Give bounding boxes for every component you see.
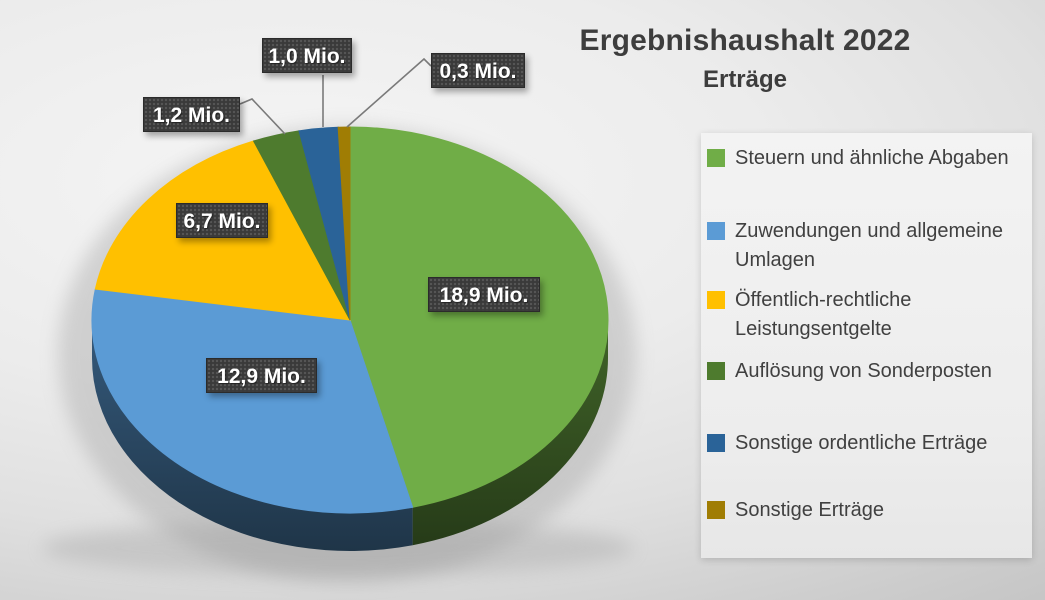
value-label-ordentliche: 1,0 Mio.	[262, 38, 352, 73]
legend-item-sonderposten: Auflösung von Sonderposten	[707, 357, 1025, 386]
legend-swatch-blue	[707, 222, 725, 240]
legend-label: Öffentlich-rechtliche Leistungsentgelte	[735, 289, 912, 340]
leader-line-5	[346, 57, 432, 128]
legend-label: Sonstige ordentliche Erträge	[735, 432, 988, 454]
chart-title: Ergebnishaushalt 2022	[579, 24, 911, 57]
pie-slice-0	[349, 126, 609, 508]
value-label-leistungsentgelte: 6,7 Mio.	[176, 203, 268, 238]
value-label-sonderposten: 1,2 Mio.	[143, 97, 240, 132]
legend-item-steuern: Steuern und ähnliche Abgaben	[707, 144, 1025, 173]
legend-panel: Steuern und ähnliche Abgaben Zuwendungen…	[701, 133, 1032, 558]
legend-label: Sonstige Erträge	[735, 499, 884, 521]
legend-item-zuwendungen: Zuwendungen und allgemeine Umlagen	[707, 217, 1025, 275]
legend-swatch-yellow	[707, 291, 725, 309]
chart-subtitle: Erträge	[702, 66, 788, 93]
value-label-zuwendungen: 12,9 Mio.	[206, 358, 317, 393]
value-label-sonstige: 0,3 Mio.	[431, 53, 525, 88]
legend-swatch-olive	[707, 501, 725, 519]
pie-side-1	[92, 320, 413, 551]
pie-slice-1	[91, 288, 414, 514]
pie-slice-5	[337, 126, 351, 321]
legend-item-sonstige: Sonstige Erträge	[707, 496, 1025, 525]
legend-swatch-dark-green	[707, 362, 725, 380]
legend-item-leistungsentgelte: Öffentlich-rechtliche Leistungsentgelte	[707, 286, 1025, 344]
pie-side-0	[412, 320, 608, 546]
legend-swatch-dark-blue	[707, 434, 725, 452]
legend-item-ordentliche: Sonstige ordentliche Erträge	[707, 429, 1025, 458]
legend-label: Zuwendungen und allgemeine Umlagen	[735, 220, 1003, 271]
legend-label: Auflösung von Sonderposten	[735, 360, 992, 382]
legend-label: Steuern und ähnliche Abgaben	[735, 147, 1009, 169]
value-label-steuern: 18,9 Mio.	[428, 277, 540, 312]
leader-line-3	[239, 98, 286, 135]
legend-swatch-green	[707, 149, 725, 167]
